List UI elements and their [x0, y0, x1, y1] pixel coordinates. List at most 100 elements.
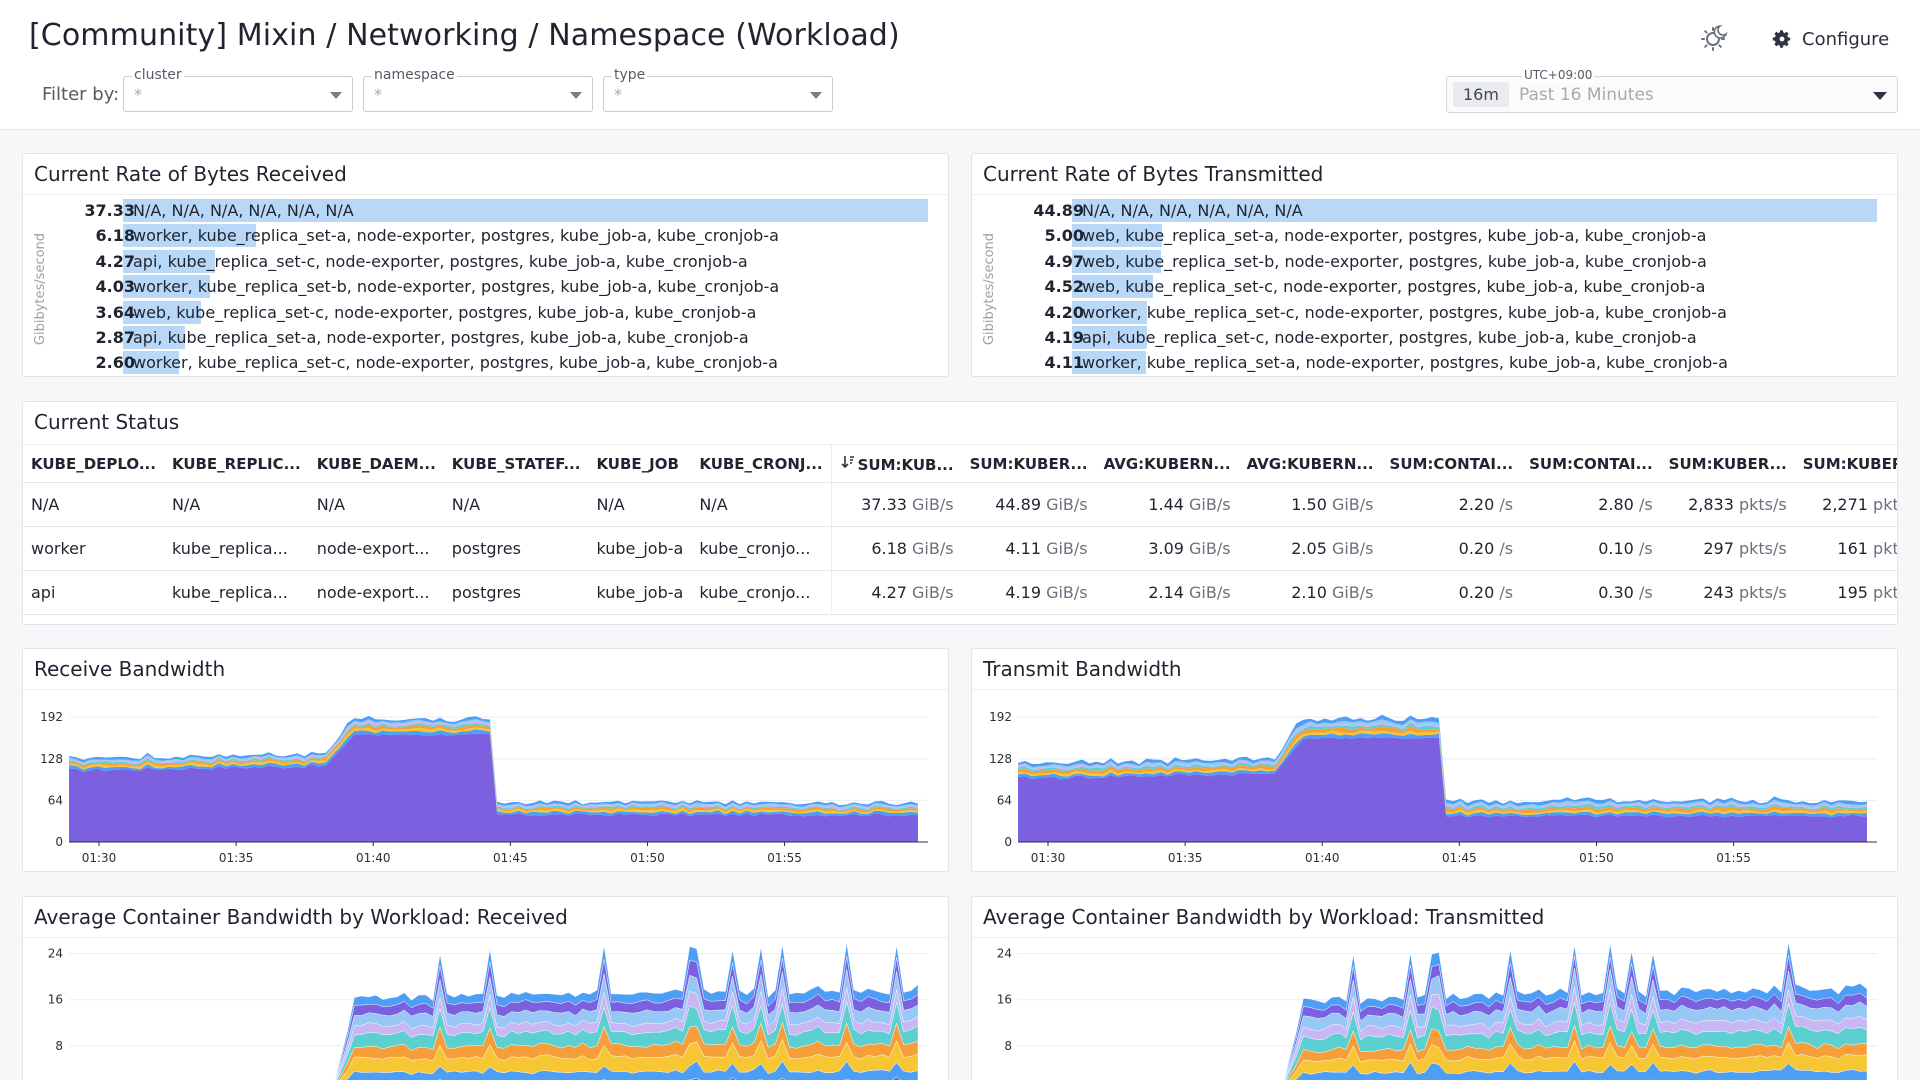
- column-header[interactable]: KUBE_REPLIC...: [163, 444, 309, 483]
- type-filter-value: *: [614, 85, 622, 104]
- table-cell: N/A: [23, 482, 164, 527]
- column-header[interactable]: SUM:KUBER...: [961, 444, 1096, 483]
- cluster-filter-select[interactable]: cluster *: [123, 66, 353, 112]
- namespace-filter-value: *: [374, 85, 382, 104]
- column-header[interactable]: SUM:KUBER...: [1660, 444, 1795, 483]
- configure-button[interactable]: Configure: [1772, 24, 1889, 54]
- column-header[interactable]: KUBE_DEPLO...: [23, 444, 164, 483]
- series-area: [69, 724, 918, 813]
- column-header[interactable]: AVG:KUBERN...: [1095, 444, 1239, 483]
- toplist: 37.33 N/A, N/A, N/A, N/A, N/A, N/A 6.18 wor…: [23, 198, 948, 376]
- toplist-row[interactable]: 44.89 N/A, N/A, N/A, N/A, N/A, N/A: [972, 198, 1897, 223]
- theme-toggle-button[interactable]: [1696, 20, 1732, 56]
- x-tick-label: 01:40: [356, 851, 391, 865]
- table-header-row: KUBE_DEPLO... KUBE_REPLIC... KUBE_DAEM... K…: [23, 444, 1897, 483]
- table-row[interactable]: api kube_replica... node-export... postgres…: [23, 570, 1897, 615]
- avg-container-transmitted-chart[interactable]: 8 16 24: [972, 938, 1897, 1080]
- column-header[interactable]: KUBE_DAEM...: [308, 444, 444, 483]
- toplist-row[interactable]: 4.11 worker, kube_replica_set-a, node-exp…: [972, 350, 1897, 375]
- toplist-value: 4.27: [95, 251, 135, 271]
- toplist-row[interactable]: 4.03 worker, kube_replica_set-b, node-exp…: [23, 274, 948, 299]
- toplist-bar: [1072, 300, 1148, 324]
- toplist-value: 4.11: [1044, 353, 1084, 373]
- toplist-row[interactable]: 3.64 web, kube_replica_set-c, node-export…: [23, 300, 948, 325]
- panel-title: Average Container Bandwidth by Workload:…: [34, 905, 568, 929]
- column-header[interactable]: SUM:CONTAI...: [1381, 444, 1522, 483]
- toplist-value: 37.33: [84, 201, 135, 220]
- toplist-row[interactable]: 4.52 web, kube_replica_set-c, node-export…: [972, 274, 1897, 299]
- toplist-row[interactable]: 2.87 api, kube_replica_set-a, node-export…: [23, 325, 948, 350]
- column-header[interactable]: AVG:KUBERN...: [1238, 444, 1382, 483]
- table-cell-metric: 2.05 GiB/s: [1238, 526, 1382, 571]
- toplist-row[interactable]: 4.97 web, kube_replica_set-b, node-export…: [972, 249, 1897, 274]
- series-area: [1018, 714, 1867, 807]
- series-area: [1018, 733, 1867, 818]
- metric-unit: pkts/s: [1733, 495, 1787, 514]
- column-header[interactable]: KUBE_STATEF...: [443, 444, 589, 483]
- panel-title: Current Status: [34, 410, 180, 434]
- column-header-label: KUBE_DAEM...: [316, 454, 436, 473]
- column-header-label: SUM:KUBER...: [969, 454, 1088, 473]
- toplist-label: api, kube_replica_set-a, node-exporter, …: [133, 327, 749, 347]
- toplist-label: worker, kube_replica_set-a, node-exporte…: [133, 226, 779, 246]
- metric-value: 1.50: [1291, 495, 1327, 514]
- x-tick-label: 01:50: [1579, 851, 1614, 865]
- sort-descending-icon[interactable]: [840, 454, 856, 474]
- table-cell: kube_replica...: [163, 570, 309, 615]
- toplist-value: 2.87: [95, 327, 135, 347]
- table-cell-metric: 0.30 /s: [1521, 570, 1661, 615]
- column-header[interactable]: SUM:KUB...: [830, 444, 962, 483]
- toplist-row[interactable]: 4.19 api, kube_replica_set-c, node-export…: [972, 325, 1897, 350]
- avg-container-transmitted-panel: Average Container Bandwidth by Workload:…: [971, 896, 1898, 1080]
- dashboard-header: [Community] Mixin / Networking / Namespa…: [0, 0, 1920, 130]
- y-tick-label: 192: [40, 710, 63, 724]
- metric-value: 161: [1837, 539, 1868, 558]
- column-header[interactable]: KUBE_JOB: [588, 444, 692, 483]
- toplist-bar: [123, 351, 180, 375]
- toplist-row[interactable]: 37.33 N/A, N/A, N/A, N/A, N/A, N/A: [23, 198, 948, 223]
- toplist-row[interactable]: 2.60 worker, kube_replica_set-c, node-exp…: [23, 350, 948, 375]
- toplist-label: web, kube_replica_set-c, node-exporter, …: [1082, 277, 1706, 297]
- table-cell-metric: 243 pkts/s: [1660, 570, 1795, 615]
- toplist-row[interactable]: 5.00 web, kube_replica_set-a, node-export…: [972, 223, 1897, 248]
- toplist-label: N/A, N/A, N/A, N/A, N/A, N/A: [133, 201, 354, 220]
- toplist-row[interactable]: 4.20 worker, kube_replica_set-c, node-exp…: [972, 300, 1897, 325]
- column-header[interactable]: SUM:CONTAI...: [1521, 444, 1661, 483]
- column-header[interactable]: KUBE_CRONJ...: [691, 444, 832, 483]
- receive-bandwidth-chart[interactable]: 0 64 128 192 01:30 01:35 01:40 01:45 01:50 01:55: [23, 690, 948, 872]
- metric-value: 37.33: [861, 495, 907, 514]
- toplist-row[interactable]: 4.27 api, kube_replica_set-c, node-export…: [23, 249, 948, 274]
- toplist-bar: [1072, 249, 1162, 273]
- toplist-bar: [1072, 351, 1146, 375]
- type-filter-select[interactable]: type *: [603, 66, 833, 112]
- table-cell-metric: 2.20 /s: [1381, 482, 1522, 527]
- table-cell-metric: 1.44 GiB/s: [1095, 482, 1239, 527]
- metric-unit: /s: [1494, 583, 1514, 602]
- metric-value: 0.20: [1458, 583, 1495, 602]
- table-cell-metric: 3.09 GiB/s: [1095, 526, 1239, 571]
- column-header[interactable]: SUM:KUBER...: [1794, 444, 1897, 483]
- table-cell: worker: [23, 526, 164, 571]
- table-cell: N/A: [691, 482, 832, 527]
- avg-container-received-chart[interactable]: 8 16 24: [23, 938, 948, 1080]
- toplist-value: 44.89: [1033, 201, 1084, 220]
- metric-unit: GiB/s: [1326, 539, 1374, 558]
- table-row[interactable]: N/A N/A N/A N/A N/A N/A 37.33 GiB/s 44.89 GiB/s…: [23, 482, 1897, 527]
- x-tick-label: 01:35: [1168, 851, 1203, 865]
- series-area: [69, 721, 918, 811]
- table-cell: node-export...: [308, 570, 444, 615]
- series-area: [69, 715, 918, 808]
- transmit-bandwidth-chart[interactable]: 0 64 128 192 01:30 01:35 01:40 01:45 01:50 01:55: [972, 690, 1897, 872]
- table-row[interactable]: worker kube_replica... node-export... postg…: [23, 526, 1897, 571]
- metric-value: 44.89: [995, 495, 1041, 514]
- toplist-value: 4.03: [95, 277, 135, 297]
- bytes-transmitted-panel: Current Rate of Bytes Transmitted Gibiby…: [971, 153, 1898, 377]
- metric-unit: GiB/s: [1041, 495, 1088, 514]
- status-table: KUBE_DEPLO... KUBE_REPLIC... KUBE_DAEM... K…: [23, 444, 1897, 615]
- metric-unit: GiB/s: [906, 495, 954, 514]
- toplist-row[interactable]: 6.18 worker, kube_replica_set-a, node-exp…: [23, 223, 948, 248]
- time-range-picker[interactable]: 16m Past 16 Minutes: [1446, 76, 1898, 113]
- namespace-filter-select[interactable]: namespace *: [363, 66, 593, 112]
- metric-value: 2.14: [1148, 583, 1184, 602]
- table-cell-metric: 2,833 pkts/s: [1660, 482, 1795, 527]
